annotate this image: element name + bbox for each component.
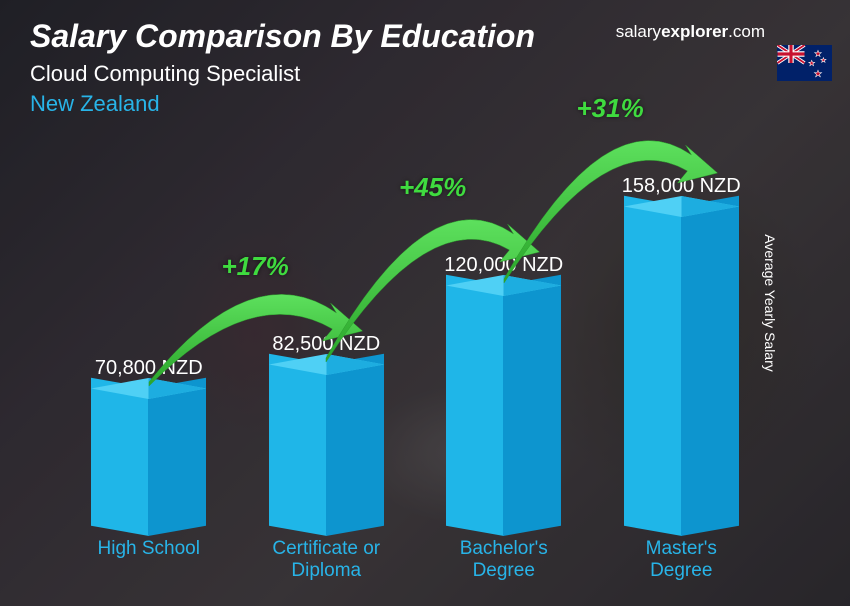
chart-area: 70,800 NZD 82,500 NZD 120,000 NZD	[60, 140, 770, 586]
bar-category-label: Master'sDegree	[593, 538, 771, 586]
labels-row: High SchoolCertificate orDiplomaBachelor…	[60, 538, 770, 586]
title-main: Salary Comparison By Education	[30, 18, 535, 55]
bar-category-label: Bachelor'sDegree	[415, 538, 593, 586]
brand-prefix: salary	[616, 22, 661, 41]
bar-category-label: Certificate orDiploma	[238, 538, 416, 586]
brand-watermark: salaryexplorer.com	[616, 22, 765, 42]
title-subtitle: Cloud Computing Specialist	[30, 61, 535, 87]
bar-category-label: High School	[60, 538, 238, 586]
chart-container: Salary Comparison By Education Cloud Com…	[0, 0, 850, 606]
increase-arrow	[454, 87, 760, 339]
percent-increase-badge: +31%	[577, 93, 644, 124]
brand-suffix: .com	[728, 22, 765, 41]
brand-bold: explorer	[661, 22, 728, 41]
flag-icon	[777, 45, 832, 81]
